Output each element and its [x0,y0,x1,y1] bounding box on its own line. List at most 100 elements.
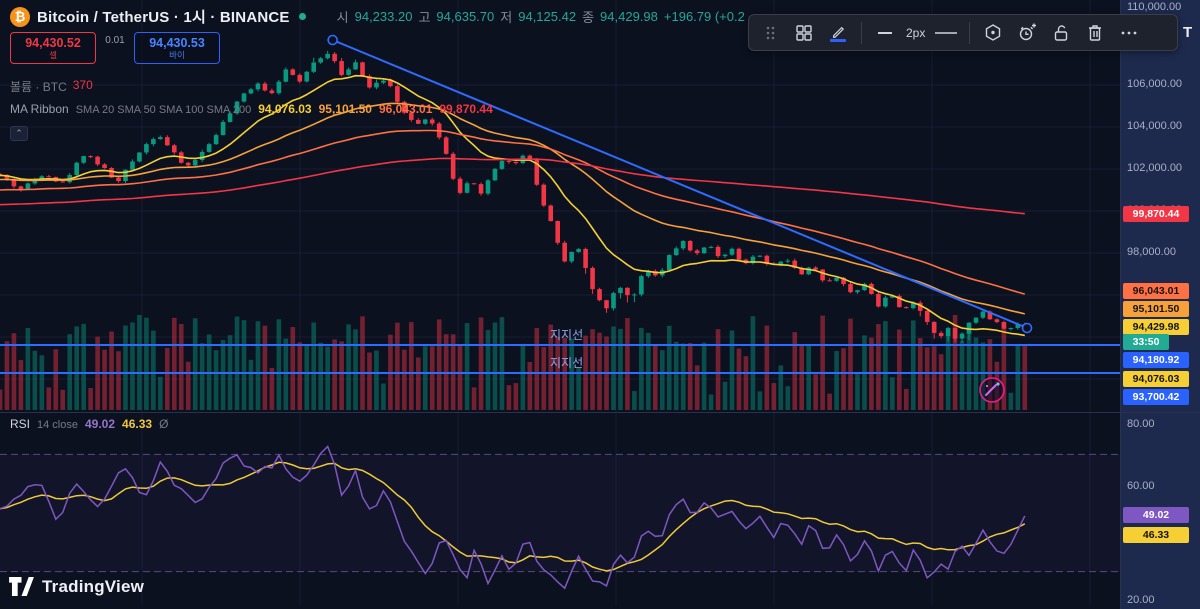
axis-tick: 106,000.00 [1127,78,1183,90]
price-axis[interactable]: 110,000.00 106,000.00 104,000.00 102,000.00… [1120,0,1200,609]
sell-label: 셀 [49,49,57,60]
line-width-button[interactable] [870,19,900,47]
trendline[interactable] [332,39,1028,329]
pane-separator[interactable] [0,412,1200,413]
trash-icon [1089,24,1102,41]
trendline-handle[interactable] [1021,322,1033,334]
lock-open-icon [1055,24,1068,41]
sma100-price-label: 96,043.01 [1123,283,1189,299]
settings-button[interactable] [978,19,1008,47]
close-value: 94,429.98 [600,9,658,24]
ellipsis-icon [1121,31,1137,34]
axis-tick: 80.00 [1127,418,1155,430]
lock-button[interactable] [1046,19,1076,47]
trendline-handle[interactable] [327,34,338,46]
layout-template-button[interactable] [789,19,819,47]
market-status-dot [298,13,306,20]
ma-ribbon-row[interactable]: MA Ribbon SMA 20 SMA 50 SMA 100 SMA 200 … [10,102,493,116]
buy-button[interactable]: 94,430.53 바이 [134,32,220,64]
delete-button[interactable] [1080,19,1110,47]
last-price-label: 94,429.98 [1123,319,1189,335]
support-line-label: 지지선 [550,328,583,342]
settings-hexagon-icon [986,23,1001,41]
support2-price-label: 93,700.42 [1123,389,1189,405]
magic-wand-icon [979,377,1005,403]
sell-button[interactable]: 94,430.52 셀 [10,32,96,64]
rsi-value-label: 49.02 [1123,507,1189,523]
selected-color-swatch [830,38,846,42]
axis-tick: 104,000.00 [1127,120,1183,132]
sma100-value: 96,043.01 [378,102,433,116]
add-alert-button[interactable] [1012,19,1042,47]
low-value: 94,125.42 [518,9,577,24]
line-style-icon [935,31,958,34]
rsi-value: 49.02 [85,417,116,431]
countdown-label: 33:50 [1123,334,1169,350]
line-width-icon [878,31,892,34]
line-width-value[interactable]: 2px [906,25,926,40]
rsi-ma-value-label: 46.33 [1123,527,1189,543]
toolbar-separator [861,21,862,44]
ma-ribbon-title: MA Ribbon [10,102,69,116]
rsi-suffix: Ø [159,417,169,431]
line-color-button[interactable] [823,19,853,47]
rsi-line [0,445,1026,590]
axis-tick: 60.00 [1127,480,1155,492]
bitcoin-logo-icon: ₿ [10,6,30,27]
spread-value: 0.01 [105,35,125,46]
toolbar-drag-handle[interactable] [755,19,785,47]
axis-tick: 98,000.00 [1127,246,1176,258]
drawing-toolbar: 2px [748,14,1178,51]
open-value: 94,233.20 [354,9,413,24]
rsi-indicator-row[interactable]: RSI 14 close 49.02 46.33 Ø [10,417,168,431]
sell-price: 94,430.52 [25,35,81,50]
symbol-title[interactable]: Bitcoin / TetherUS · 1시 · BINANCE [37,9,290,26]
axis-tick: 110,000.00 [1127,1,1182,13]
toolbar-separator [969,21,971,44]
low-label: 저 [500,10,513,25]
buy-sell-widget: 94,430.52 셀 0.01 94,430.53 바이 [10,32,220,64]
sma200-value: 99,870.44 [439,102,493,116]
volume-label: 볼륨 · BTC [10,80,67,94]
text-tool-button[interactable]: T [1183,24,1193,41]
open-label: 시 [336,10,349,25]
rsi-ma-value: 46.33 [122,417,153,431]
axis-tick: 20.00 [1127,594,1155,606]
axis-tick: 102,000.00 [1127,162,1183,174]
layout-grid-icon [796,24,812,41]
volume-indicator-row[interactable]: 볼륨 · BTC 370 [10,78,93,95]
tradingview-mark-icon [9,576,34,597]
tradingview-logo[interactable]: TradingView [8,576,144,597]
ma-line-80 [0,129,1026,295]
rsi-title: RSI [10,417,31,431]
more-options-button[interactable] [1114,19,1144,47]
drag-dots-icon [766,26,775,39]
high-value: 94,635.70 [436,9,495,24]
support1-price-label: 94,180.92 [1123,352,1189,368]
sma20-price-label: 94,076.03 [1123,371,1189,387]
pencil-icon [833,26,845,38]
collapse-indicators-button[interactable]: ⌃ [10,126,28,141]
high-label: 고 [418,10,431,25]
support-line-label: 지지선 [550,356,583,370]
line-style-button[interactable] [931,19,961,47]
sma50-price-label: 95,101.50 [1123,301,1189,317]
tradingview-logo-text: TradingView [42,576,145,596]
buy-label: 바이 [169,49,185,60]
magic-wand-button[interactable] [978,376,1006,404]
sma50-value: 95,101.50 [318,102,372,116]
symbol-header: ₿ Bitcoin / TetherUS · 1시 · BINANCE 시 94… [10,6,745,27]
ohlc-row: 시 94,233.20 고 94,635.70 저 94,125.42 종 94… [337,7,745,26]
volume-value: 370 [72,78,93,92]
buy-price: 94,430.53 [149,35,205,50]
sma200-price-label: 99,870.44 [1123,206,1189,222]
ma-ribbon-params: SMA 20 SMA 50 SMA 100 SMA 200 [75,104,252,116]
rsi-params: 14 close [37,419,78,431]
alarm-plus-icon [1020,23,1037,40]
change-value: +196.79 (+0.2 [663,9,745,24]
ma-line-40 [0,102,1025,315]
close-label: 종 [582,10,595,25]
ma-line-170 [0,157,1025,215]
